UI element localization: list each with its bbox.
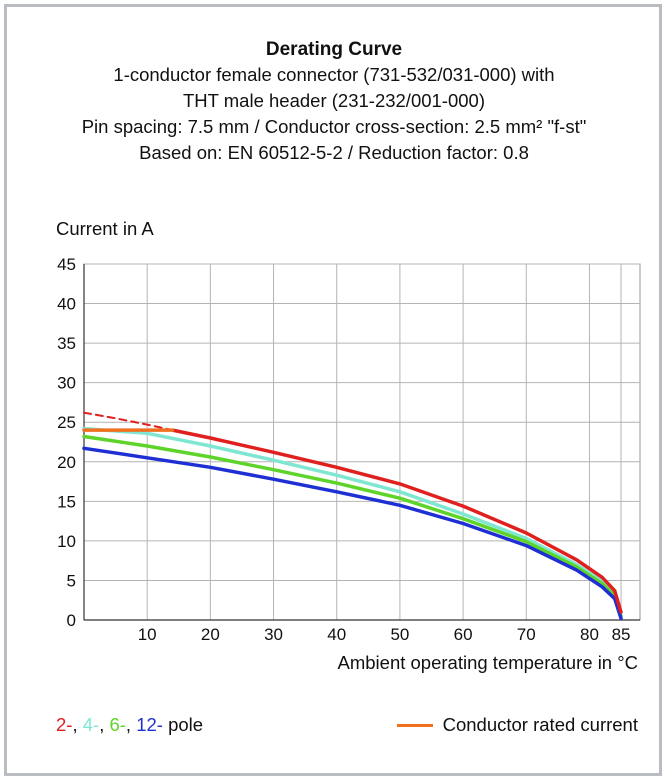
x-tick-label: 20: [201, 625, 220, 644]
x-tick-label: 70: [517, 625, 536, 644]
x-tick-label: 30: [264, 625, 283, 644]
y-tick-label: 25: [57, 413, 76, 432]
plot-area: [83, 263, 641, 621]
subtitle-line-2: THT male header (231-232/001-000): [183, 90, 485, 111]
series-line-6: [82, 434, 623, 618]
legend-pole-text: ,: [72, 714, 83, 735]
x-tick-label: 40: [327, 625, 346, 644]
legend-pole-text: pole: [162, 714, 204, 735]
y-tick-label: 20: [57, 453, 76, 472]
y-axis-label: Current in A: [56, 218, 154, 239]
subtitle-line-3: Pin spacing: 7.5 mm / Conductor cross-se…: [81, 116, 587, 137]
legend-pole-text: ,: [125, 714, 137, 735]
y-tick-label: 45: [57, 255, 76, 274]
y-tick-label: 0: [67, 611, 76, 630]
series-line-2: [170, 428, 623, 614]
y-tick-label: 30: [57, 374, 76, 393]
legend-pole-text: 6-: [109, 714, 126, 735]
y-tick-label: 15: [57, 492, 76, 511]
series-line-12: [82, 446, 623, 621]
subtitle-line-1: 1-conductor female connector (731-532/03…: [113, 64, 555, 85]
legend-pole-text: 4-: [82, 714, 100, 735]
series-line-4: [82, 426, 623, 614]
legend-poles: 2-, 4-, 6-, 12- pole: [56, 714, 203, 736]
legend-rated: Conductor rated current: [396, 714, 638, 736]
x-tick-label: 50: [390, 625, 409, 644]
y-tick-label: 5: [67, 571, 76, 590]
title-block: Derating Curve 1-conductor female connec…: [0, 38, 668, 166]
x-tick-label: 60: [454, 625, 473, 644]
x-tick-label: 10: [138, 625, 157, 644]
x-tick-label: 85: [612, 625, 631, 644]
x-tick-label: 80: [580, 625, 599, 644]
legend-rated-label: Conductor rated current: [442, 714, 638, 735]
chart-title: Derating Curve: [265, 39, 403, 60]
chart-frame: [4, 4, 662, 776]
legend-pole-text: ,: [99, 714, 110, 735]
y-tick-label: 35: [57, 334, 76, 353]
y-tick-label: 40: [57, 295, 76, 314]
x-axis-label: Ambient operating temperature in °C: [337, 652, 638, 673]
legend-rated-line: [396, 723, 433, 727]
legend-pole-text: 2-: [56, 714, 73, 735]
subtitle-line-4: Based on: EN 60512-5-2 / Reduction facto…: [139, 142, 529, 163]
y-tick-label: 10: [57, 532, 76, 551]
legend-pole-text: 12-: [136, 714, 163, 735]
series-line-2-dashed: [83, 411, 174, 432]
